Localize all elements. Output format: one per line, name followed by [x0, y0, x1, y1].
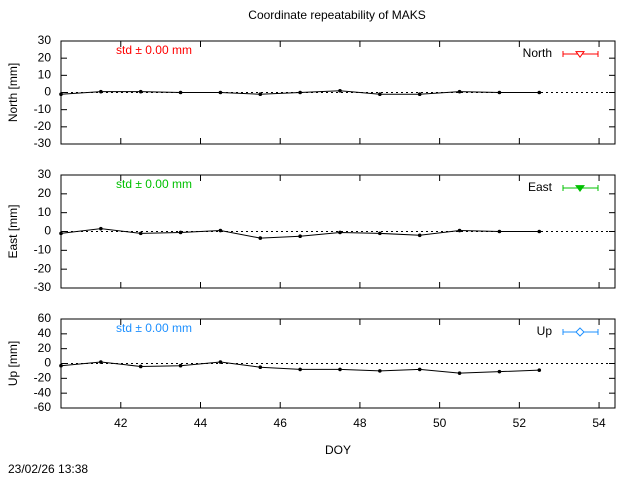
data-point: [338, 230, 342, 235]
data-point: [338, 367, 342, 372]
y-tick-label: 10: [38, 205, 52, 219]
annotation: std ± 0.00 mm: [116, 321, 192, 335]
data-point: [417, 233, 422, 238]
x-tick-label: 50: [433, 416, 447, 430]
legend-marker: [575, 51, 585, 59]
y-tick-label: 20: [38, 186, 52, 200]
data-point: [497, 369, 502, 374]
x-tick-label: 46: [274, 416, 288, 430]
y-tick-label: -10: [34, 102, 52, 116]
y-tick-label: -30: [34, 136, 52, 150]
y-tick-label: 30: [38, 33, 52, 47]
y-tick-label: -20: [34, 261, 52, 275]
data-point: [378, 231, 382, 236]
x-tick-label: 42: [114, 416, 128, 430]
y-tick-label: -10: [34, 243, 52, 257]
y-tick-label: -20: [34, 371, 52, 385]
data-point: [99, 89, 103, 94]
y-tick-label: 60: [38, 311, 52, 325]
x-axis-label: DOY: [325, 443, 351, 457]
legend-label: Up: [537, 324, 553, 338]
data-point: [457, 371, 462, 375]
legend-marker: [575, 327, 585, 337]
data-point: [178, 363, 183, 368]
x-tick-label: 52: [513, 416, 527, 430]
x-tick-label: 44: [194, 416, 208, 430]
data-point: [298, 367, 302, 372]
y-tick-label: 0: [44, 85, 51, 99]
data-point: [417, 92, 422, 97]
data-point: [99, 360, 103, 364]
data-point: [378, 369, 382, 373]
data-point: [338, 88, 342, 93]
y-tick-label: -40: [34, 385, 52, 399]
data-point: [258, 236, 263, 240]
y-tick-label: 0: [44, 356, 51, 370]
legend-marker: [575, 185, 585, 193]
data-point: [298, 90, 302, 95]
data-point: [537, 368, 542, 372]
data-point: [138, 364, 143, 369]
y-tick-label: 40: [38, 326, 52, 340]
y-axis-label: East [mm]: [6, 204, 20, 258]
data-point: [59, 92, 63, 97]
data-point: [138, 231, 143, 236]
annotation: std ± 0.00 mm: [116, 177, 192, 191]
y-tick-label: 20: [38, 50, 52, 64]
legend-label: East: [528, 180, 553, 194]
annotation: std ± 0.00 mm: [116, 43, 192, 57]
timestamp: 23/02/26 13:38: [8, 462, 88, 476]
y-tick-label: 30: [38, 167, 52, 181]
chart-title: Coordinate repeatability of MAKS: [248, 8, 425, 22]
y-axis-label: Up [mm]: [6, 341, 20, 386]
y-tick-label: 20: [38, 341, 52, 355]
data-point: [258, 365, 263, 370]
data-point: [457, 89, 462, 94]
data-point: [178, 230, 183, 235]
data-point: [298, 234, 302, 239]
data-point: [258, 92, 263, 97]
x-tick-label: 48: [353, 416, 367, 430]
y-axis-label: North [mm]: [6, 63, 20, 122]
data-point: [378, 92, 382, 97]
y-tick-label: -20: [34, 119, 52, 133]
data-point: [218, 228, 223, 233]
legend-label: North: [523, 46, 552, 60]
data-point: [178, 90, 183, 95]
y-tick-label: -30: [34, 280, 52, 294]
data-point: [457, 228, 462, 233]
data-point: [537, 229, 542, 234]
data-point: [218, 360, 223, 364]
data-point: [497, 229, 502, 234]
y-tick-label: -60: [34, 400, 52, 414]
y-tick-label: 0: [44, 224, 51, 238]
data-point: [99, 226, 103, 231]
x-tick-label: 54: [592, 416, 606, 430]
data-point: [218, 90, 223, 95]
data-point: [138, 89, 143, 94]
y-tick-label: 10: [38, 68, 52, 82]
data-point: [497, 90, 502, 95]
data-point: [59, 363, 63, 368]
data-point: [537, 90, 542, 95]
data-point: [417, 367, 422, 372]
data-point: [59, 231, 63, 236]
